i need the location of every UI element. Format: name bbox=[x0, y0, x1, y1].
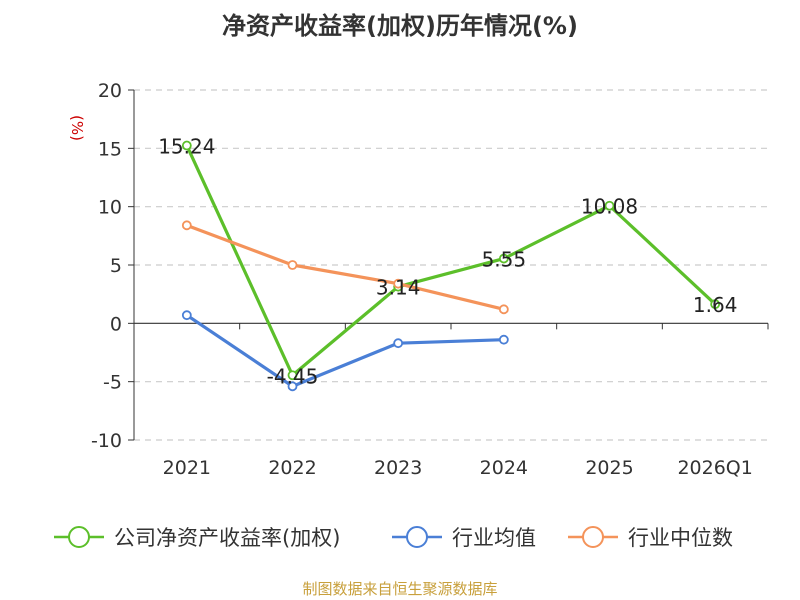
legend-item[interactable]: 行业中位数 bbox=[568, 526, 733, 550]
x-tick-label: 2026Q1 bbox=[677, 457, 752, 479]
legend[interactable]: 公司净资产收益率(加权) 行业均值 行业中位数 bbox=[54, 526, 733, 550]
data-point bbox=[287, 370, 298, 381]
x-tick-label: 2022 bbox=[268, 457, 316, 479]
legend-label: 行业中位数 bbox=[628, 526, 733, 550]
x-tick-label: 2021 bbox=[163, 457, 211, 479]
legend-marker bbox=[68, 526, 90, 548]
data-labels: 15.24 -4.45 3.14 5.55 10.08 1.64 bbox=[158, 135, 737, 389]
legend-label: 行业均值 bbox=[452, 526, 536, 550]
data-label: 3.14 bbox=[376, 276, 421, 300]
y-tick-label: 10 bbox=[98, 197, 122, 219]
data-point bbox=[393, 338, 404, 349]
y-axis-unit: (%) bbox=[68, 115, 86, 141]
data-point bbox=[181, 310, 192, 321]
data-point bbox=[287, 260, 298, 270]
y-tick-label: 5 bbox=[110, 255, 122, 277]
data-point bbox=[498, 304, 509, 315]
y-tick-label: -5 bbox=[103, 372, 122, 394]
data-point bbox=[498, 334, 509, 345]
axes: 20 15 10 5 0 -5 -10 (%) 2021 2022 2023 2024 2025 2026… bbox=[68, 80, 769, 479]
gridlines bbox=[134, 89, 768, 441]
data-label: -4.45 bbox=[267, 364, 319, 388]
data-point bbox=[287, 381, 298, 392]
data-point bbox=[393, 278, 404, 289]
source-footer: 制图数据来自恒生聚源数据库 bbox=[302, 580, 498, 598]
data-point bbox=[710, 299, 721, 310]
legend-item[interactable]: 行业均值 bbox=[392, 526, 536, 550]
x-tick-label: 2025 bbox=[585, 457, 633, 479]
data-point bbox=[604, 200, 615, 211]
series-line-2 bbox=[186, 223, 505, 311]
legend-item[interactable]: 公司净资产收益率(加权) bbox=[54, 526, 340, 550]
data-point bbox=[181, 220, 192, 231]
legend-marker bbox=[406, 526, 428, 548]
series-line-1 bbox=[185, 313, 504, 388]
x-tick-label: 2023 bbox=[374, 457, 422, 479]
data-point bbox=[181, 140, 192, 151]
y-tick-label: 20 bbox=[98, 80, 122, 102]
legend-label: 公司净资产收益率(加权) bbox=[114, 526, 340, 550]
series-line-0 bbox=[185, 144, 717, 377]
legend-marker bbox=[582, 526, 604, 548]
data-label: 1.64 bbox=[693, 293, 738, 317]
data-label: 10.08 bbox=[581, 195, 638, 219]
x-tick-label: 2024 bbox=[480, 457, 528, 479]
y-tick-label: -10 bbox=[91, 430, 122, 452]
data-label: 5.55 bbox=[482, 248, 527, 272]
y-tick-label: 0 bbox=[110, 313, 122, 335]
y-tick-label: 15 bbox=[98, 138, 122, 160]
series-lines bbox=[181, 140, 721, 392]
data-label: 15.24 bbox=[158, 135, 215, 159]
chart-title: 净资产收益率(加权)历年情况(%) bbox=[222, 12, 578, 40]
data-point bbox=[498, 253, 509, 264]
